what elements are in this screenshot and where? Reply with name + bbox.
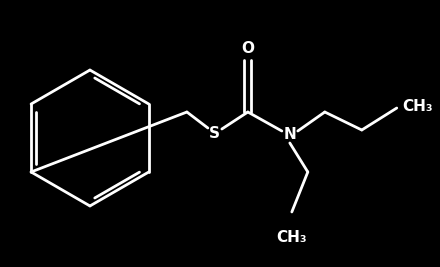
Text: N: N bbox=[283, 128, 296, 143]
Text: S: S bbox=[209, 125, 220, 140]
Text: CH₃: CH₃ bbox=[402, 99, 433, 113]
Text: CH₃: CH₃ bbox=[276, 230, 307, 245]
Text: O: O bbox=[242, 41, 254, 56]
